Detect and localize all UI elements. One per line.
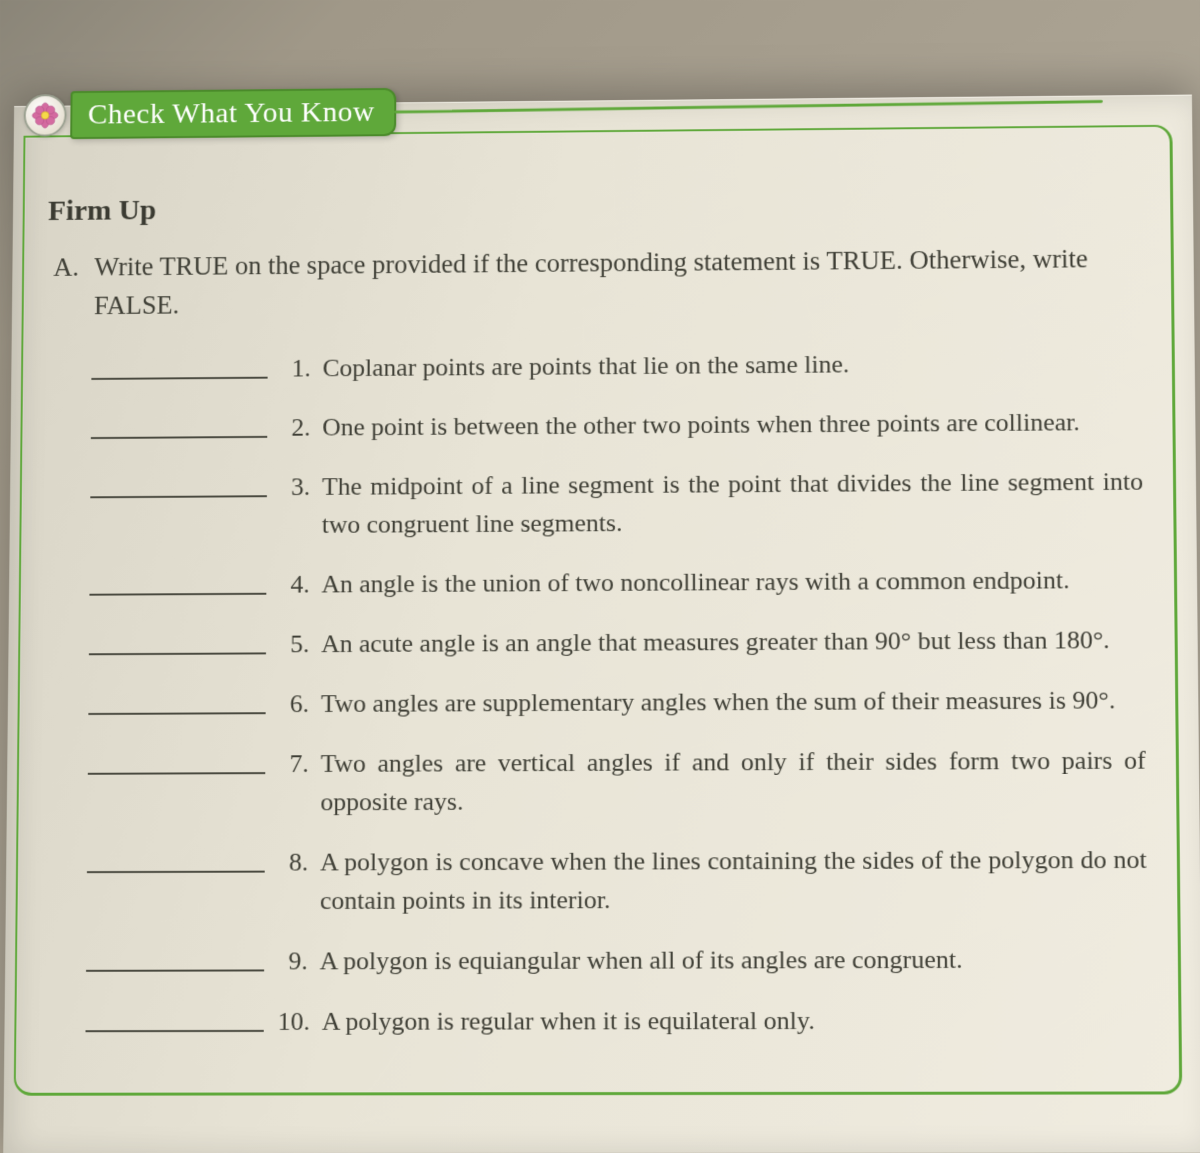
question-text: An acute angle is an angle that measures…: [321, 620, 1151, 663]
answer-blank[interactable]: [86, 969, 264, 971]
question-number: 10.: [278, 1002, 322, 1041]
question-text: A polygon is equiangular when all of its…: [320, 939, 1154, 980]
answer-blank[interactable]: [91, 436, 267, 439]
question-text: Coplanar points are points that lie on t…: [322, 343, 1148, 387]
answer-blank[interactable]: [87, 871, 265, 874]
question-item: 7.Two angles are vertical angles if and …: [87, 741, 1152, 822]
question-text: One point is between the other two point…: [322, 402, 1148, 446]
question-item: 5.An acute angle is an angle that measur…: [89, 620, 1151, 664]
answer-blank[interactable]: [85, 1030, 263, 1032]
question-item: 10.A polygon is regular when it is equil…: [85, 1000, 1154, 1041]
question-item: 9.A polygon is equiangular when all of i…: [86, 939, 1154, 980]
answer-blank[interactable]: [90, 495, 267, 498]
question-number: 4.: [280, 565, 322, 603]
header-tab-group: Check What You Know: [23, 88, 396, 140]
question-number: 2.: [281, 408, 322, 446]
answer-blank[interactable]: [89, 593, 266, 596]
question-number: 1.: [281, 349, 322, 387]
textbook-page: Check What You Know Firm Up A. Write TRU…: [3, 95, 1200, 1153]
tab-title: Check What You Know: [88, 96, 375, 130]
section-label: A.: [53, 249, 81, 288]
question-number: 5.: [280, 625, 322, 663]
question-text: Two angles are vertical angles if and on…: [320, 741, 1152, 821]
question-text: Two angles are supplementary angles when…: [321, 680, 1152, 722]
instructions: A. Write TRUE on the space provided if t…: [53, 240, 1148, 326]
question-item: 3.The midpoint of a line segment is the …: [90, 462, 1150, 545]
question-text: A polygon is concave when the lines cont…: [320, 840, 1153, 920]
question-list: 1.Coplanar points are points that lie on…: [46, 343, 1155, 1041]
answer-blank[interactable]: [91, 377, 267, 380]
question-text: The midpoint of a line segment is the po…: [322, 462, 1150, 543]
question-item: 4.An angle is the union of two noncollin…: [89, 560, 1150, 604]
answer-blank[interactable]: [88, 712, 265, 715]
question-item: 6.Two angles are supplementary angles wh…: [88, 680, 1151, 723]
question-number: 3.: [281, 468, 322, 506]
question-number: 8.: [278, 843, 320, 882]
question-item: 2.One point is between the other two poi…: [91, 402, 1149, 447]
question-text: An angle is the union of two noncollinea…: [321, 560, 1150, 603]
content-frame: Check What You Know Firm Up A. Write TRU…: [14, 125, 1183, 1096]
question-text: A polygon is regular when it is equilate…: [322, 1000, 1155, 1040]
question-number: 6.: [279, 684, 321, 722]
answer-blank[interactable]: [88, 772, 265, 775]
question-number: 9.: [278, 942, 320, 981]
answer-blank[interactable]: [89, 652, 266, 655]
section-tab: Check What You Know: [70, 88, 396, 139]
subsection-title: Firm Up: [48, 185, 1147, 228]
question-item: 8.A polygon is concave when the lines co…: [87, 840, 1154, 920]
instruction-text: Write TRUE on the space provided if the …: [94, 240, 1148, 326]
question-number: 7.: [279, 744, 321, 783]
question-item: 1.Coplanar points are points that lie on…: [91, 343, 1148, 389]
flower-icon: [24, 94, 67, 137]
